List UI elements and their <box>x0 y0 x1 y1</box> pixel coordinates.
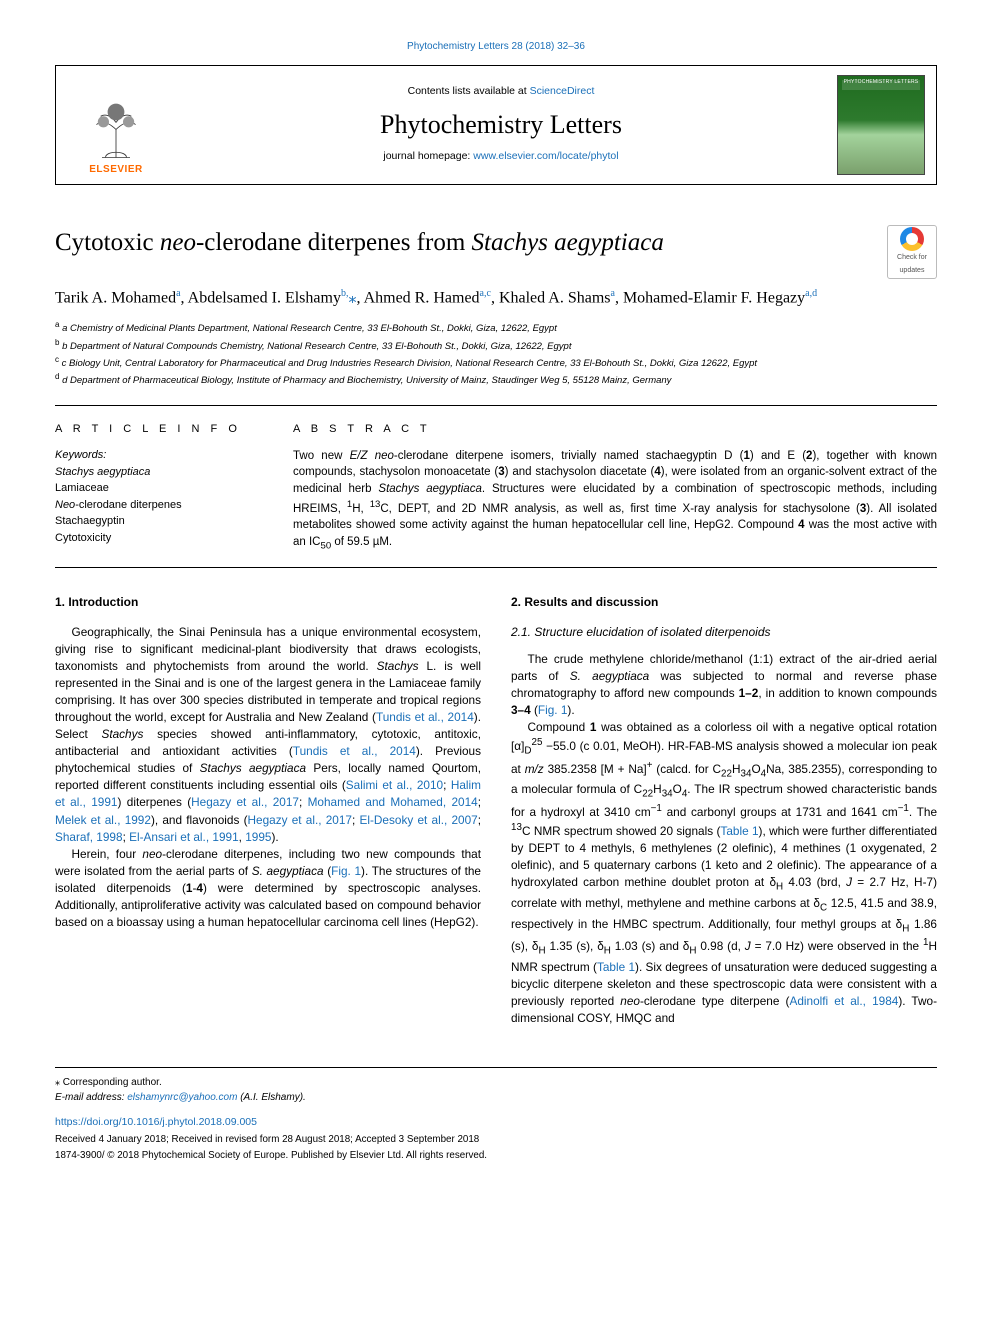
corresponding-author-label: ⁎ Corresponding author. <box>55 1076 937 1091</box>
rule-above-abstract <box>55 405 937 406</box>
publisher-name: ELSEVIER <box>89 163 142 178</box>
journal-name: Phytochemistry Letters <box>380 106 622 144</box>
journal-cover-box: PHYTOCHEMISTRY LETTERS <box>826 66 936 184</box>
homepage-prefix: journal homepage: <box>383 150 473 162</box>
authors-line: Tarik A. Mohameda, Abdelsamed I. Elshamy… <box>55 287 937 310</box>
results-paragraph-2: Compound 1 was obtained as a colorless o… <box>511 719 937 1027</box>
corresponding-email-line: E-mail address: elshamynrc@yahoo.com (A.… <box>55 1091 937 1106</box>
article-title: Cytotoxic neo-clerodane diterpenes from … <box>55 225 664 261</box>
running-head-link[interactable]: Phytochemistry Letters 28 (2018) 32–36 <box>407 41 585 52</box>
elsevier-tree-icon <box>81 91 151 161</box>
affiliation-c: c c Biology Unit, Central Laboratory for… <box>55 354 937 371</box>
col-right: 2. Results and discussion 2.1. Structure… <box>511 594 937 1027</box>
abstract-column: A B S T R A C T Two new E/Z neo-clerodan… <box>293 422 937 553</box>
keyword-item: Lamiaceae <box>55 480 255 497</box>
affiliation-a: a a Chemistry of Medicinal Plants Depart… <box>55 319 937 336</box>
journal-homepage-line: journal homepage: www.elsevier.com/locat… <box>383 149 618 164</box>
keywords-label: Keywords: <box>55 448 255 464</box>
doi-link[interactable]: https://doi.org/10.1016/j.phytol.2018.09… <box>55 1116 257 1128</box>
publisher-logo-box: ELSEVIER <box>56 66 176 184</box>
article-body-columns: 1. Introduction Geographically, the Sina… <box>55 594 937 1027</box>
abstract-text: Two new E/Z neo-clerodane diterpene isom… <box>293 448 937 553</box>
affiliation-d: d d Department of Pharmaceutical Biology… <box>55 371 937 388</box>
intro-paragraph-2: Herein, four neo-clerodane diterpenes, i… <box>55 846 481 931</box>
copyright-line: 1874-3900/ © 2018 Phytochemical Society … <box>55 1149 937 1163</box>
affiliations: a a Chemistry of Medicinal Plants Depart… <box>55 319 937 389</box>
keywords-list: Stachys aegyptiaca Lamiaceae Neo-cleroda… <box>55 464 255 547</box>
article-info-head: A R T I C L E I N F O <box>55 422 255 438</box>
page-footer: ⁎ Corresponding author. E-mail address: … <box>55 1067 937 1163</box>
section-2-heading: 2. Results and discussion <box>511 594 937 611</box>
updates-text-1: Check for <box>897 253 927 263</box>
col-left: 1. Introduction Geographically, the Sina… <box>55 594 481 931</box>
section-1-heading: 1. Introduction <box>55 594 481 611</box>
sciencedirect-link[interactable]: ScienceDirect <box>530 85 595 97</box>
intro-paragraph-1: Geographically, the Sinai Peninsula has … <box>55 624 481 846</box>
journal-homepage-link[interactable]: www.elsevier.com/locate/phytol <box>473 150 618 162</box>
crossmark-icon <box>900 227 924 251</box>
section-2-1-heading: 2.1. Structure elucidation of isolated d… <box>511 624 937 641</box>
contents-prefix: Contents lists available at <box>408 85 530 97</box>
abstract-head: A B S T R A C T <box>293 422 937 438</box>
header-center: Contents lists available at ScienceDirec… <box>176 66 826 184</box>
keyword-item: Neo-clerodane diterpenes <box>55 497 255 514</box>
results-paragraph-1: The crude methylene chloride/methanol (1… <box>511 651 937 719</box>
article-info-column: A R T I C L E I N F O Keywords: Stachys … <box>55 422 255 553</box>
keyword-item: Stachaegyptin <box>55 513 255 530</box>
keyword-item: Stachys aegyptiaca <box>55 464 255 481</box>
corresponding-email-link[interactable]: elshamynrc@yahoo.com <box>127 1092 237 1103</box>
email-person: (A.I. Elshamy). <box>237 1092 305 1103</box>
rule-below-abstract <box>55 567 937 568</box>
journal-header-band: ELSEVIER Contents lists available at Sci… <box>55 65 937 185</box>
doi-line: https://doi.org/10.1016/j.phytol.2018.09… <box>55 1115 937 1131</box>
running-head-citation: Phytochemistry Letters 28 (2018) 32–36 <box>55 40 937 55</box>
keyword-item: Cytotoxicity <box>55 530 255 547</box>
contents-available-line: Contents lists available at ScienceDirec… <box>408 84 595 99</box>
email-label: E-mail address: <box>55 1092 127 1103</box>
updates-text-2: updates <box>900 266 925 276</box>
journal-cover-thumbnail: PHYTOCHEMISTRY LETTERS <box>837 75 925 175</box>
cover-thumb-title: PHYTOCHEMISTRY LETTERS <box>838 79 924 86</box>
check-for-updates-badge[interactable]: Check for updates <box>887 225 937 279</box>
article-dates: Received 4 January 2018; Received in rev… <box>55 1133 937 1147</box>
affiliation-b: b b Department of Natural Compounds Chem… <box>55 337 937 354</box>
